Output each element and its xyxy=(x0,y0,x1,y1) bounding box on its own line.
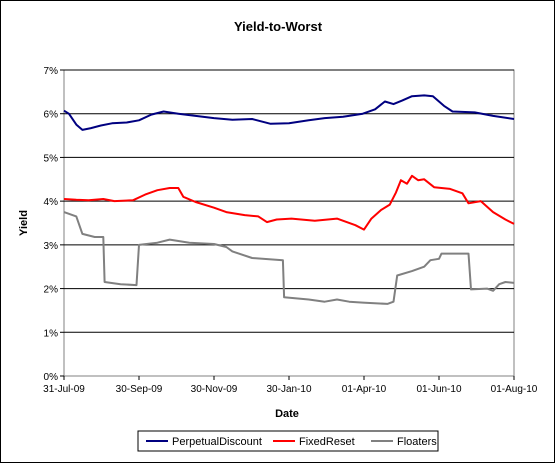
legend-label-perpetualdiscount: PerpetualDiscount xyxy=(172,436,262,448)
y-tick-label: 3% xyxy=(44,241,59,252)
plot-area xyxy=(63,69,515,377)
x-tick-label: 01-Jun-10 xyxy=(416,384,461,395)
y-axis-label: Yield xyxy=(18,210,30,236)
y-axis-ticks: 0% 1% 2% 3% 4% 5% 6% 7% xyxy=(44,66,64,383)
y-tick-label: 5% xyxy=(44,153,59,164)
y-tick-label: 1% xyxy=(44,328,59,339)
y-tick-label: 2% xyxy=(44,285,59,296)
x-tick-label: 30-Nov-09 xyxy=(191,384,238,395)
series-lines xyxy=(63,94,515,305)
y-tick-label: 4% xyxy=(44,197,59,208)
series-line-floaters xyxy=(63,211,515,305)
y-tick-label: 6% xyxy=(44,110,59,121)
x-axis-label: Date xyxy=(275,408,299,420)
x-axis-ticks: 31-Jul-09 30-Sep-09 30-Nov-09 30-Jan-10 01-A… xyxy=(43,376,538,395)
series-line-fixedreset xyxy=(63,174,515,231)
x-tick-label: 30-Jan-10 xyxy=(266,384,311,395)
x-tick-label: 30-Sep-09 xyxy=(116,384,163,395)
chart-title: Yield-to-Worst xyxy=(234,19,323,34)
y-tick-label: 0% xyxy=(44,372,59,383)
legend: PerpetualDiscount FixedReset Floaters xyxy=(137,430,439,452)
x-tick-label: 01-Aug-10 xyxy=(491,384,538,395)
series-line-perpetualdiscount xyxy=(63,94,515,131)
x-tick-label: 01-Apr-10 xyxy=(342,384,387,395)
legend-items: PerpetualDiscount FixedReset Floaters xyxy=(146,436,437,448)
y-tick-label: 7% xyxy=(44,66,59,77)
x-tick-label: 31-Jul-09 xyxy=(43,384,85,395)
legend-label-floaters: Floaters xyxy=(397,436,437,448)
legend-label-fixedreset: FixedReset xyxy=(299,436,355,448)
